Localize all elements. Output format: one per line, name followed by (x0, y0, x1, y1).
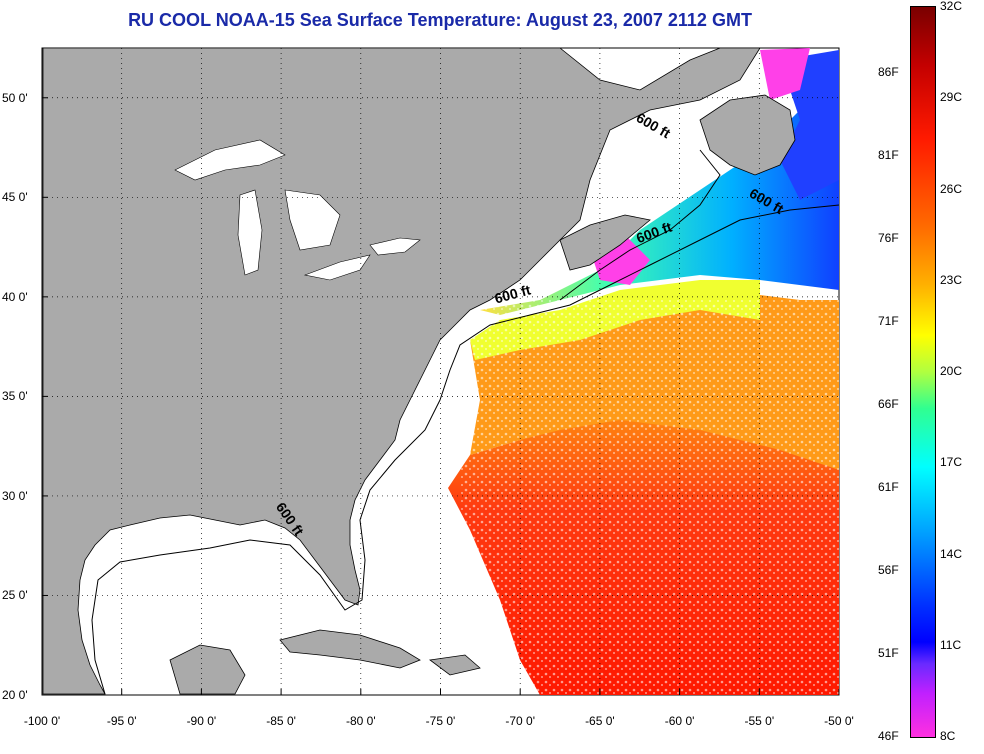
lat-tick-label: 35 0' (2, 389, 38, 403)
lon-tick-label: -50 0' (824, 714, 854, 728)
colorbar-fahrenheit-label: 61F (878, 480, 899, 494)
lat-tick-label: 45 0' (2, 190, 38, 204)
colorbar-celsius-label: 32C (940, 0, 962, 13)
lon-tick-label: -55 0' (744, 714, 774, 728)
colorbar-fahrenheit-label: 81F (878, 148, 899, 162)
colorbar-fahrenheit-label: 66F (878, 397, 899, 411)
lon-tick-label: -100 0' (24, 714, 60, 728)
lon-tick-label: -80 0' (346, 714, 376, 728)
colorbar-fahrenheit-label: 56F (878, 563, 899, 577)
lat-tick-label: 30 0' (2, 489, 38, 503)
colorbar-fahrenheit-label: 86F (878, 65, 899, 79)
lon-tick-label: -90 0' (187, 714, 217, 728)
colorbar-fahrenheit-label: 71F (878, 314, 899, 328)
lon-tick-label: -85 0' (266, 714, 296, 728)
colorbar-fahrenheit-label: 51F (878, 646, 899, 660)
lon-tick-label: -65 0' (585, 714, 615, 728)
colorbar-celsius-label: 11C (940, 638, 961, 652)
lat-tick-label: 50 0' (2, 91, 38, 105)
sst-cloud-mask (460, 300, 839, 695)
colorbar-gradient (910, 6, 936, 738)
colorbar-fahrenheit-label: 76F (878, 231, 899, 245)
lat-tick-label: 20 0' (2, 688, 38, 702)
colorbar-celsius-label: 8C (940, 729, 955, 743)
colorbar-celsius-label: 20C (940, 364, 962, 378)
colorbar-celsius-label: 26C (940, 182, 962, 196)
lon-tick-label: -70 0' (505, 714, 535, 728)
colorbar-celsius-label: 14C (940, 547, 962, 561)
lat-tick-label: 40 0' (2, 290, 38, 304)
lon-tick-label: -95 0' (107, 714, 137, 728)
lon-tick-label: -75 0' (426, 714, 456, 728)
colorbar-celsius-label: 23C (940, 273, 962, 287)
colorbar-fahrenheit-label: 46F (878, 729, 899, 743)
colorbar: 86F 81F 76F 71F 66F 61F 56F 51F 46F 32C 29C 26C 23C… (880, 0, 984, 754)
map-panel: 600 ft 600 ft 600 ft 600 ft 600 ft 50 0' 45 0… (0, 0, 880, 754)
lon-tick-label: -60 0' (665, 714, 695, 728)
colorbar-celsius-label: 17C (940, 455, 962, 469)
lat-tick-label: 25 0' (2, 588, 38, 602)
colorbar-celsius-label: 29C (940, 90, 962, 104)
